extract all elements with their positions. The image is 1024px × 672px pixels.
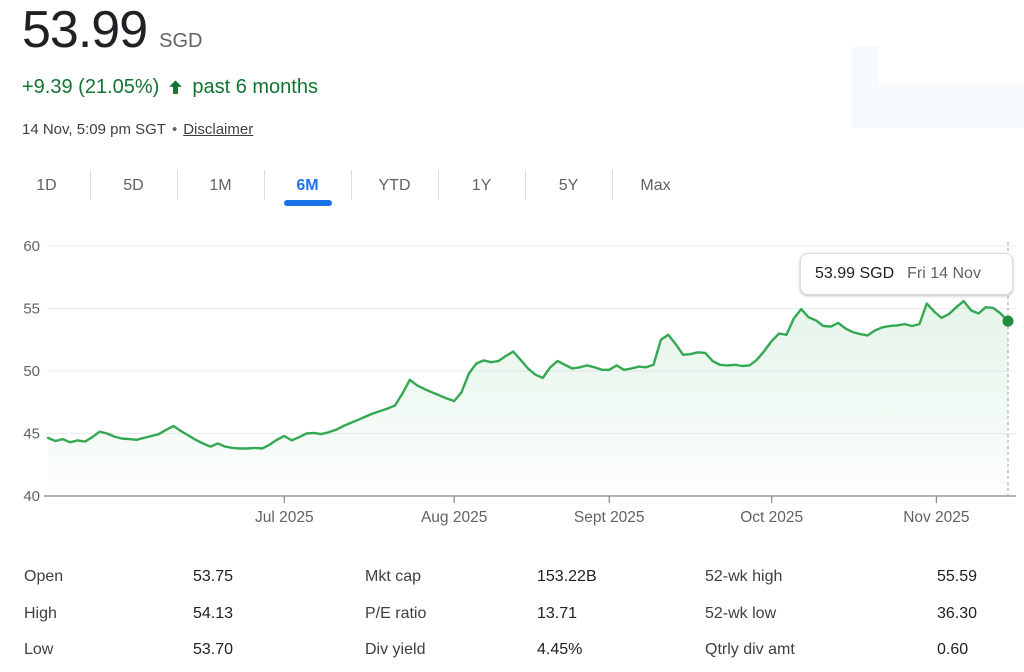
quote-meta-row: 14 Nov, 5:09 pm SGT • Disclaimer — [22, 121, 253, 138]
background-artifact-card — [877, 46, 1024, 84]
x-axis-label: Oct 2025 — [740, 509, 803, 526]
stat-value: 36.30 — [937, 604, 978, 622]
y-axis-label: 50 — [23, 363, 40, 380]
tab-5d[interactable]: 5D — [90, 163, 177, 209]
stats-column-2: Mkt cap 153.22B P/E ratio 13.71 Div yield 4… — [365, 566, 665, 672]
stat-value: 53.75 — [193, 568, 234, 585]
price-change-row: +9.39 (21.05%) past 6 months — [22, 76, 318, 99]
stat-row-mkt-cap: Mkt cap 153.22B — [365, 566, 665, 588]
price-chart[interactable]: 60 55 50 45 40 Jul 2025 Aug 2025 Sept 2025 Oct 2… — [0, 230, 1024, 540]
x-axis-label: Aug 2025 — [421, 509, 487, 526]
stat-row-open: Open 53.75 — [24, 566, 284, 588]
stat-value: 4.45% — [537, 641, 583, 658]
tab-1d-label: 1D — [36, 177, 57, 194]
background-artifact — [852, 46, 1024, 128]
tab-1d[interactable]: 1D — [3, 163, 90, 209]
tab-1y[interactable]: 1Y — [438, 163, 525, 209]
stat-row-qtrly-div: Qtrly div amt 0.60 — [705, 639, 1005, 661]
x-axis-label: Jul 2025 — [255, 509, 314, 526]
endpoint-dot — [1002, 315, 1014, 327]
tab-1m-label: 1M — [209, 177, 232, 194]
chart-tooltip: 53.99 SGD Fri 14 Nov — [800, 253, 1013, 295]
stat-row-div-yield: Div yield 4.45% — [365, 639, 665, 661]
y-axis-label: 45 — [23, 426, 40, 443]
price-change: +9.39 (21.05%) — [22, 76, 160, 98]
tab-5d-label: 5D — [123, 177, 144, 194]
area-fill — [48, 301, 1008, 496]
stat-label: Qtrly div amt — [705, 641, 795, 658]
y-axis-label: 60 — [23, 238, 40, 255]
y-axis-label: 55 — [23, 301, 40, 318]
stat-row-high: High 54.13 — [24, 603, 284, 625]
stat-row-52wk-high: 52-wk high 55.59 — [705, 566, 1005, 588]
bullet-separator: • — [171, 121, 178, 138]
stat-label: Mkt cap — [365, 568, 422, 585]
tab-ytd-label: YTD — [378, 177, 411, 194]
change-period: past 6 months — [192, 76, 318, 98]
stats-column-3: 52-wk high 55.59 52-wk low 36.30 Qtrly div… — [705, 566, 1005, 672]
x-axis-label: Nov 2025 — [903, 509, 969, 526]
price-header: 53.99 SGD — [22, 4, 202, 56]
price-value: 53.99 — [22, 1, 148, 59]
quote-timestamp: 14 Nov, 5:09 pm SGT — [22, 121, 166, 138]
y-axis-label: 40 — [23, 488, 40, 505]
stat-value: 54.13 — [193, 604, 234, 622]
stat-label: High — [24, 604, 57, 622]
stat-value: 53.70 — [193, 641, 234, 658]
active-tab-underline — [283, 200, 332, 206]
stat-label: Div yield — [365, 641, 426, 658]
tooltip-date: Fri 14 Nov — [907, 265, 981, 282]
tab-max[interactable]: Max — [612, 163, 699, 209]
tab-1y-label: 1Y — [471, 177, 492, 194]
stat-row-low: Low 53.70 — [24, 639, 284, 661]
range-tabs: 1D 5D 1M 6M YTD 1Y 5Y Max — [3, 163, 699, 209]
stat-label: Low — [24, 641, 54, 658]
tab-5y-label: 5Y — [558, 177, 579, 194]
tab-5y[interactable]: 5Y — [525, 163, 612, 209]
tab-6m[interactable]: 6M — [264, 163, 351, 209]
tab-ytd[interactable]: YTD — [351, 163, 438, 209]
price-line — [46, 299, 1010, 450]
stat-value: 55.59 — [937, 568, 978, 585]
stat-label: P/E ratio — [365, 604, 427, 622]
stat-label: 52-wk low — [705, 604, 777, 622]
stat-label: 52-wk high — [705, 568, 783, 585]
stat-row-52wk-low: 52-wk low 36.30 — [705, 603, 1005, 625]
tab-1m[interactable]: 1M — [177, 163, 264, 209]
stat-value: 153.22B — [537, 568, 597, 585]
tooltip-price: 53.99 SGD — [815, 265, 895, 282]
x-axis-label: Sept 2025 — [574, 509, 645, 526]
price-line-chart: 60 55 50 45 40 Jul 2025 Aug 2025 Sept 2025 Oct 2… — [23, 238, 1016, 526]
arrow-up-icon — [166, 78, 185, 97]
tab-max-label: Max — [640, 177, 671, 194]
stat-value: 13.71 — [537, 604, 578, 622]
stat-row-pe-ratio: P/E ratio 13.71 — [365, 603, 665, 625]
price-currency: SGD — [159, 30, 203, 52]
stat-value: 0.60 — [937, 641, 969, 658]
stats-column-1: Open 53.75 High 54.13 Low 53.70 — [24, 566, 284, 672]
tab-6m-label: 6M — [296, 177, 319, 194]
disclaimer-link[interactable]: Disclaimer — [183, 121, 254, 138]
stat-label: Open — [24, 568, 64, 585]
